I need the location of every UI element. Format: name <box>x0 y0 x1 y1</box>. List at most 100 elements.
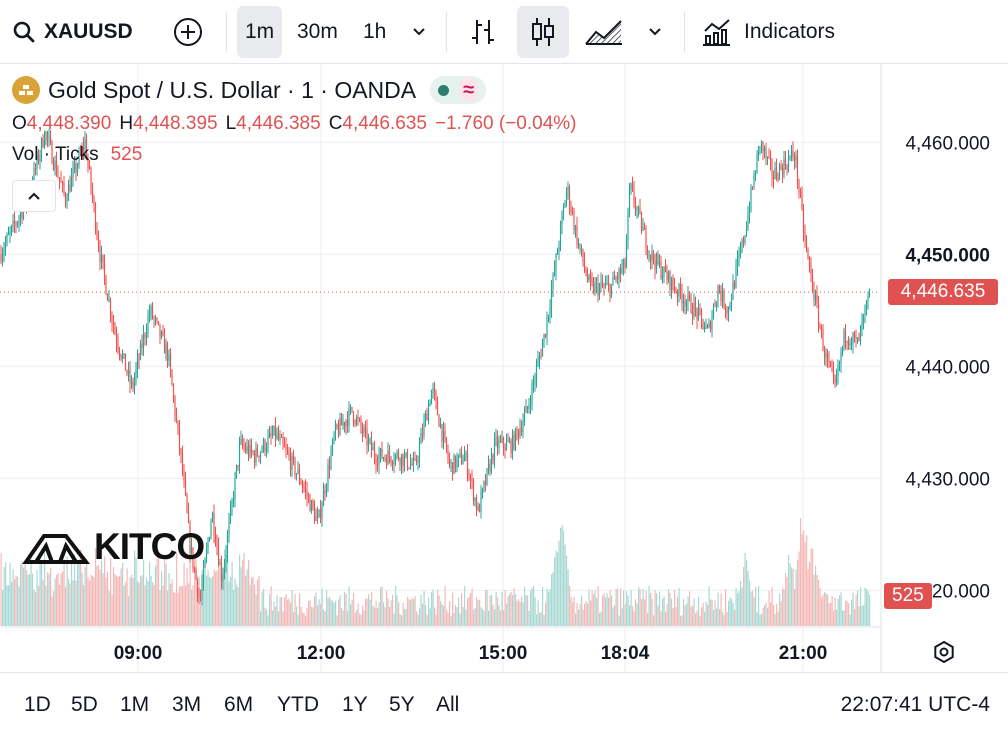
volume-bar <box>299 593 301 626</box>
candle-body <box>843 330 845 347</box>
volume-bar <box>431 591 433 626</box>
candle-body <box>295 473 298 475</box>
time-tick-label: 15:00 <box>479 643 528 664</box>
candle-body <box>552 274 554 290</box>
chart-settings-button[interactable] <box>928 636 960 668</box>
bar-chart-style-button[interactable] <box>457 6 509 58</box>
candle-chart-style-button[interactable] <box>517 6 569 58</box>
candle-body <box>585 268 587 276</box>
candle-body <box>808 257 811 266</box>
range-5y-button[interactable]: 5Y <box>389 693 415 716</box>
candle-body <box>294 458 296 475</box>
volume-bar <box>522 602 524 626</box>
candle-body <box>771 161 773 177</box>
candle-body <box>597 282 599 296</box>
price-chart[interactable]: 4,460.0004,450.0004,440.0004,430.0004,42… <box>0 64 1008 672</box>
volume-bar <box>860 587 862 626</box>
candle-body <box>49 137 52 143</box>
volume-bar <box>395 586 397 626</box>
volume-bar <box>362 605 364 626</box>
chart-style-dropdown-button[interactable] <box>640 0 670 64</box>
volume-bar <box>117 577 119 626</box>
volume-bar <box>17 576 19 626</box>
volume-bar <box>663 596 665 626</box>
candle-body <box>727 307 730 314</box>
candle-body <box>3 249 5 255</box>
candle-body <box>348 408 350 426</box>
volume-bar <box>563 530 565 626</box>
volume-bar <box>80 549 82 626</box>
volume-bar <box>672 608 674 626</box>
candle-body <box>240 438 242 443</box>
volume-bar <box>680 615 682 626</box>
range-3m-button[interactable]: 3M <box>172 693 202 716</box>
volume-bar <box>377 608 379 626</box>
range-ytd-button[interactable]: YTD <box>277 693 319 716</box>
volume-bar <box>84 567 86 626</box>
volume-bar <box>282 611 284 626</box>
compare-symbol-button[interactable] <box>170 0 206 64</box>
indicators-button[interactable]: Indicators <box>702 0 835 64</box>
candle-body <box>108 299 110 301</box>
volume-bar <box>608 597 610 626</box>
range-1d-button[interactable]: 1D <box>24 693 51 716</box>
interval-30m-button[interactable]: 30m <box>289 6 346 58</box>
volume-bar <box>830 602 832 626</box>
volume-bar <box>581 595 583 626</box>
symbol-search[interactable]: XAUUSD <box>12 0 140 64</box>
volume-bar <box>785 573 787 626</box>
candle-body <box>96 229 98 238</box>
interval-1h-button[interactable]: 1h <box>355 6 394 58</box>
volume-bar <box>213 569 215 626</box>
timezone-clock[interactable]: 22:07:41 UTC-4 <box>840 693 990 716</box>
volume-bar <box>531 588 533 626</box>
candle-body <box>145 332 148 338</box>
volume-bar <box>315 592 317 626</box>
area-chart-style-button[interactable] <box>578 6 630 58</box>
candle-body <box>696 308 698 320</box>
interval-1m-button[interactable]: 1m <box>237 6 283 58</box>
collapse-legend-button[interactable] <box>12 180 56 212</box>
interval-dropdown-button[interactable] <box>404 0 434 64</box>
candle-body <box>507 441 509 443</box>
candle-body <box>399 459 401 465</box>
open-label: O <box>12 113 27 134</box>
volume-bar <box>222 572 224 626</box>
volume-bar <box>411 597 413 626</box>
range-5d-button[interactable]: 5D <box>71 693 98 716</box>
volume-bar <box>113 566 115 626</box>
candlestick-icon <box>532 18 554 46</box>
range-6m-button[interactable]: 6M <box>224 693 254 716</box>
volume-bar <box>747 570 749 626</box>
candle-body <box>837 364 839 378</box>
candle-body <box>714 305 716 307</box>
volume-bar <box>29 574 31 626</box>
market-status-pill[interactable]: ≈ <box>430 76 487 104</box>
candle-body <box>82 146 85 150</box>
candle-body <box>259 452 262 458</box>
candle-body <box>144 334 146 338</box>
volume-bar <box>858 606 860 626</box>
candle-body <box>798 180 800 192</box>
candle-body <box>484 481 487 485</box>
range-1y-button[interactable]: 1Y <box>342 693 368 716</box>
volume-bar <box>533 586 535 626</box>
range-1m-button[interactable]: 1M <box>120 693 150 716</box>
candle-body <box>756 154 758 174</box>
candle-body <box>243 445 245 448</box>
volume-bar <box>635 599 637 626</box>
volume-bar <box>381 586 383 626</box>
range-all-button[interactable]: All <box>436 693 460 716</box>
volume-bar <box>189 554 191 626</box>
volume-bar <box>693 598 695 626</box>
candle-body <box>400 454 403 465</box>
volume-bar <box>443 605 445 626</box>
candle-body <box>369 439 371 441</box>
candle-body <box>351 407 353 412</box>
candle-body <box>283 443 286 448</box>
volume-bar <box>597 586 599 626</box>
volume-bar <box>125 582 127 626</box>
volume-bar <box>140 576 142 626</box>
volume-bar <box>153 584 155 626</box>
volume-bar <box>332 600 334 626</box>
